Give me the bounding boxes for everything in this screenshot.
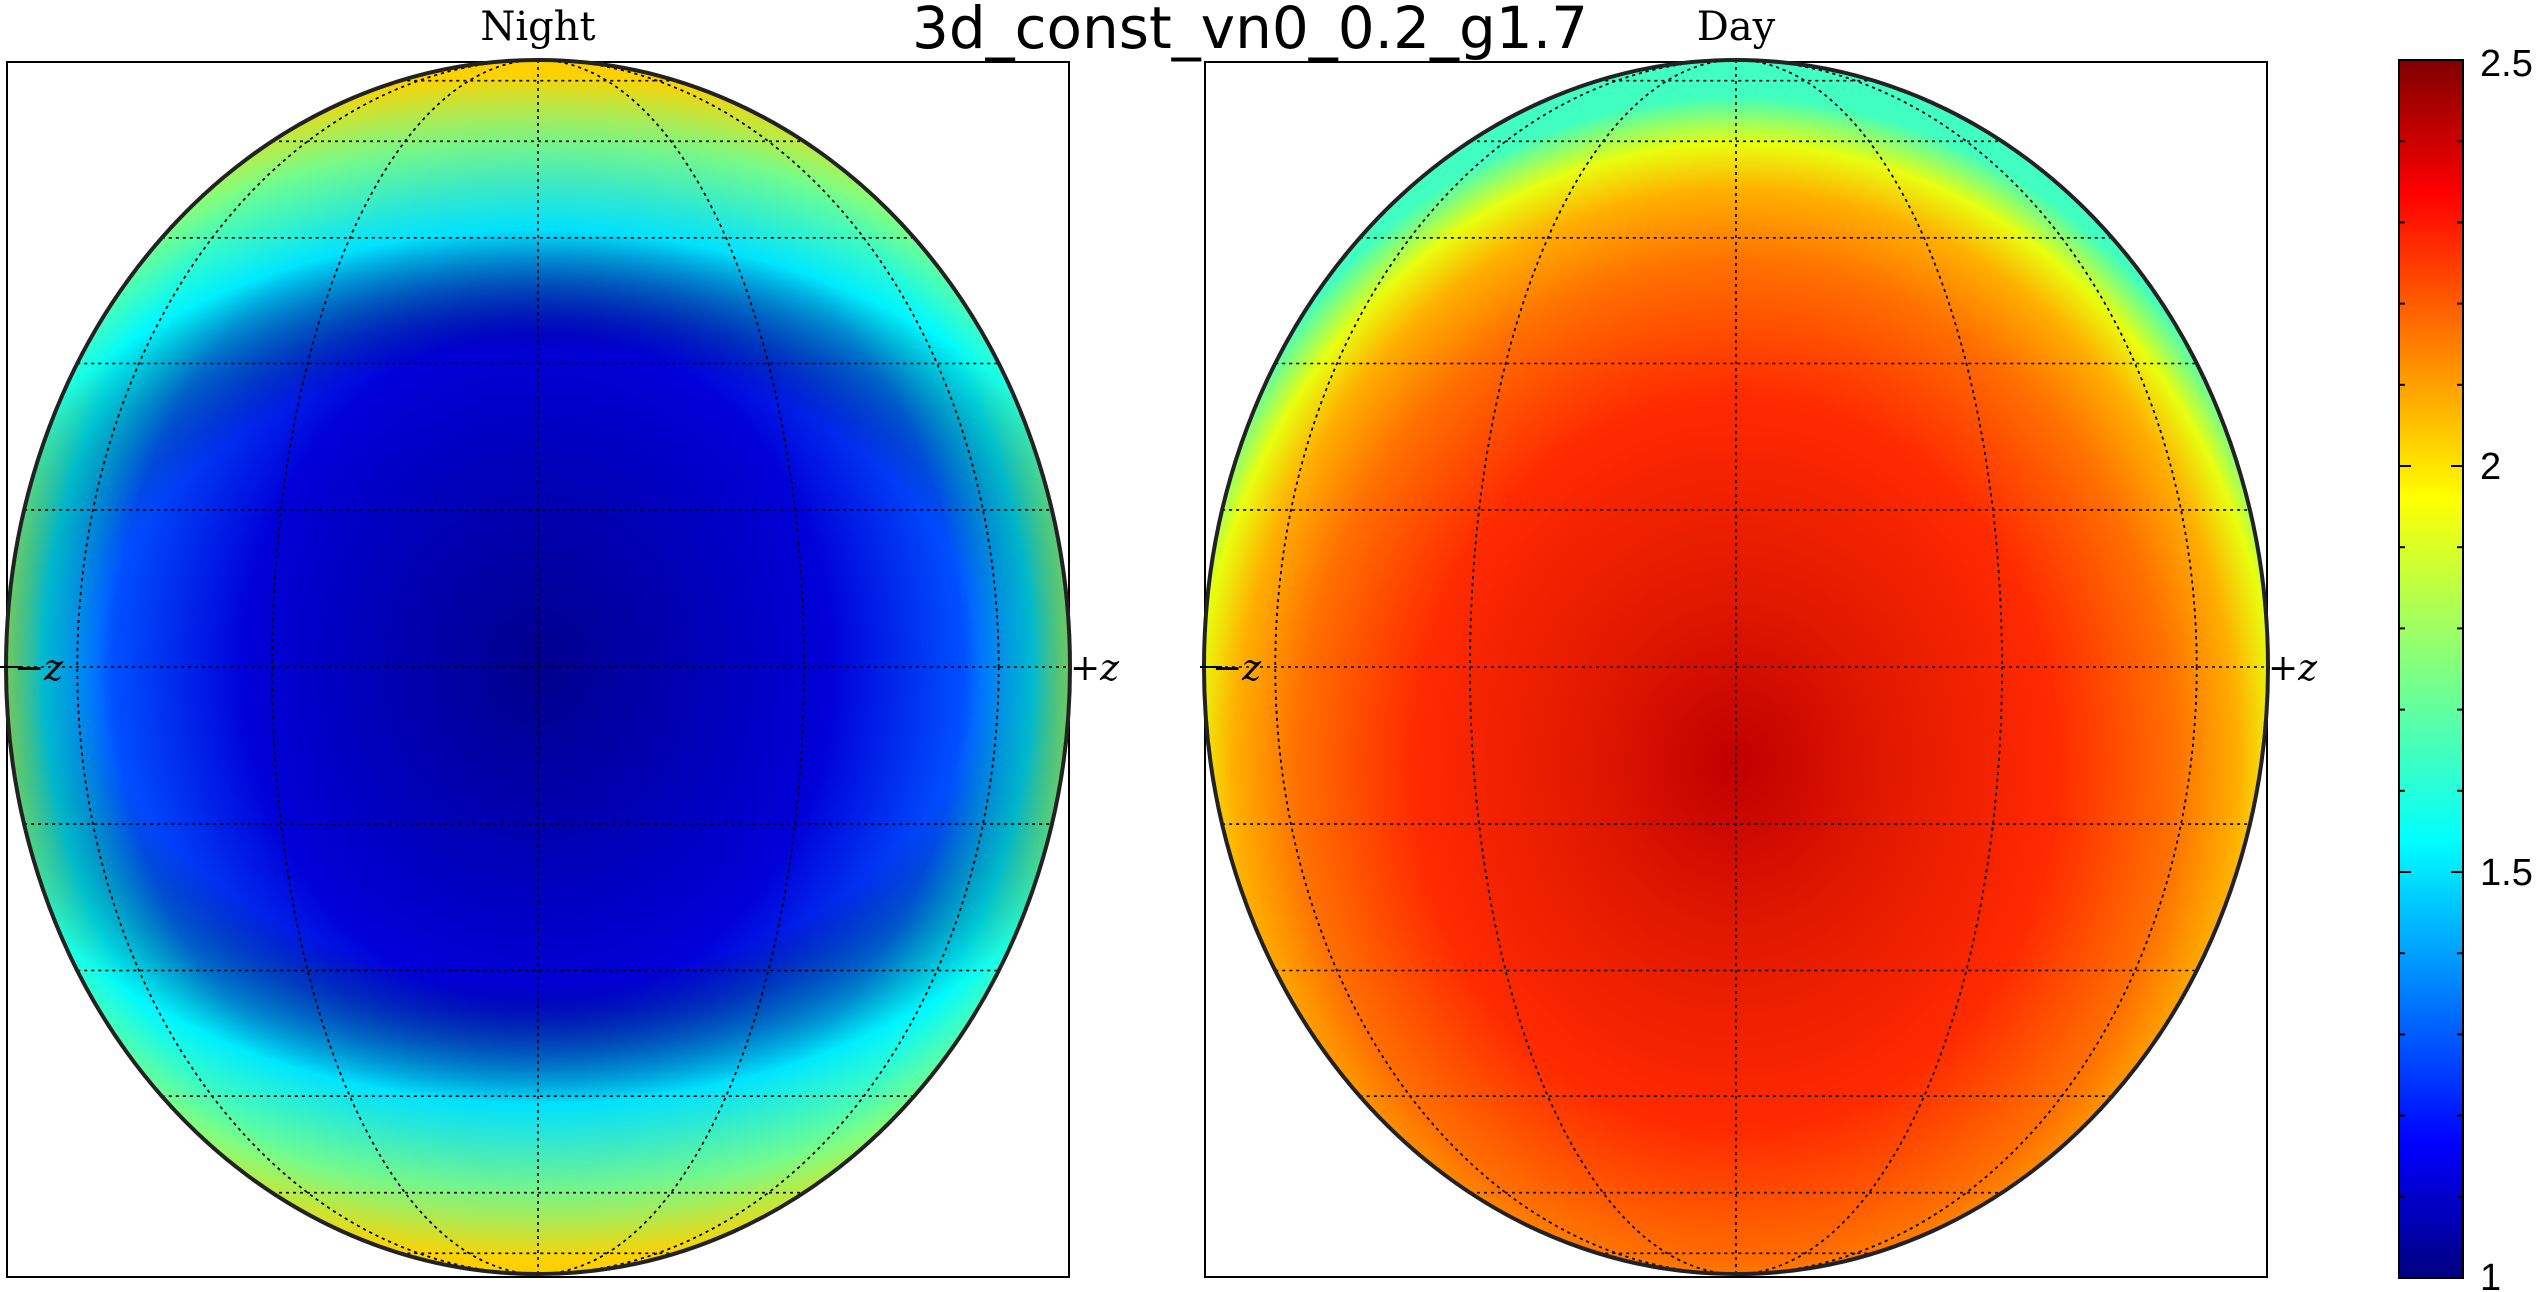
night-longitude-line — [271, 60, 805, 1274]
day-left-label: −z — [1212, 648, 1262, 689]
colorbar: 1 1.5 2 2.5 — [2398, 43, 2533, 1292]
night-longitude-line — [76, 60, 1000, 1274]
colorbar-fill — [2398, 59, 2464, 1279]
night-panel-title: Night — [480, 4, 595, 50]
day-panel: Day −z +z — [1200, 4, 2318, 1278]
colorbar-tick-label: 2.5 — [2480, 43, 2533, 85]
day-longitude-line — [1469, 60, 2003, 1274]
colorbar-ticks: 1 1.5 2 2.5 — [2399, 43, 2533, 1292]
day-panel-title: Day — [1697, 4, 1776, 50]
night-panel: Night −z +z — [0, 4, 1120, 1278]
night-graticule — [6, 60, 1070, 1274]
colorbar-tick-label: 1.5 — [2480, 852, 2533, 894]
colorbar-tick-label: 2 — [2480, 446, 2501, 488]
night-left-label: −z — [14, 648, 64, 689]
colorbar-tick-label: 1 — [2480, 1257, 2501, 1292]
figure-title: 3d_const_vn0_0.2_g1.7 — [912, 0, 1588, 62]
day-graticule — [1204, 60, 2268, 1274]
night-right-label: +z — [1070, 648, 1120, 689]
day-right-label: +z — [2268, 648, 2318, 689]
day-longitude-line — [1274, 60, 2198, 1274]
